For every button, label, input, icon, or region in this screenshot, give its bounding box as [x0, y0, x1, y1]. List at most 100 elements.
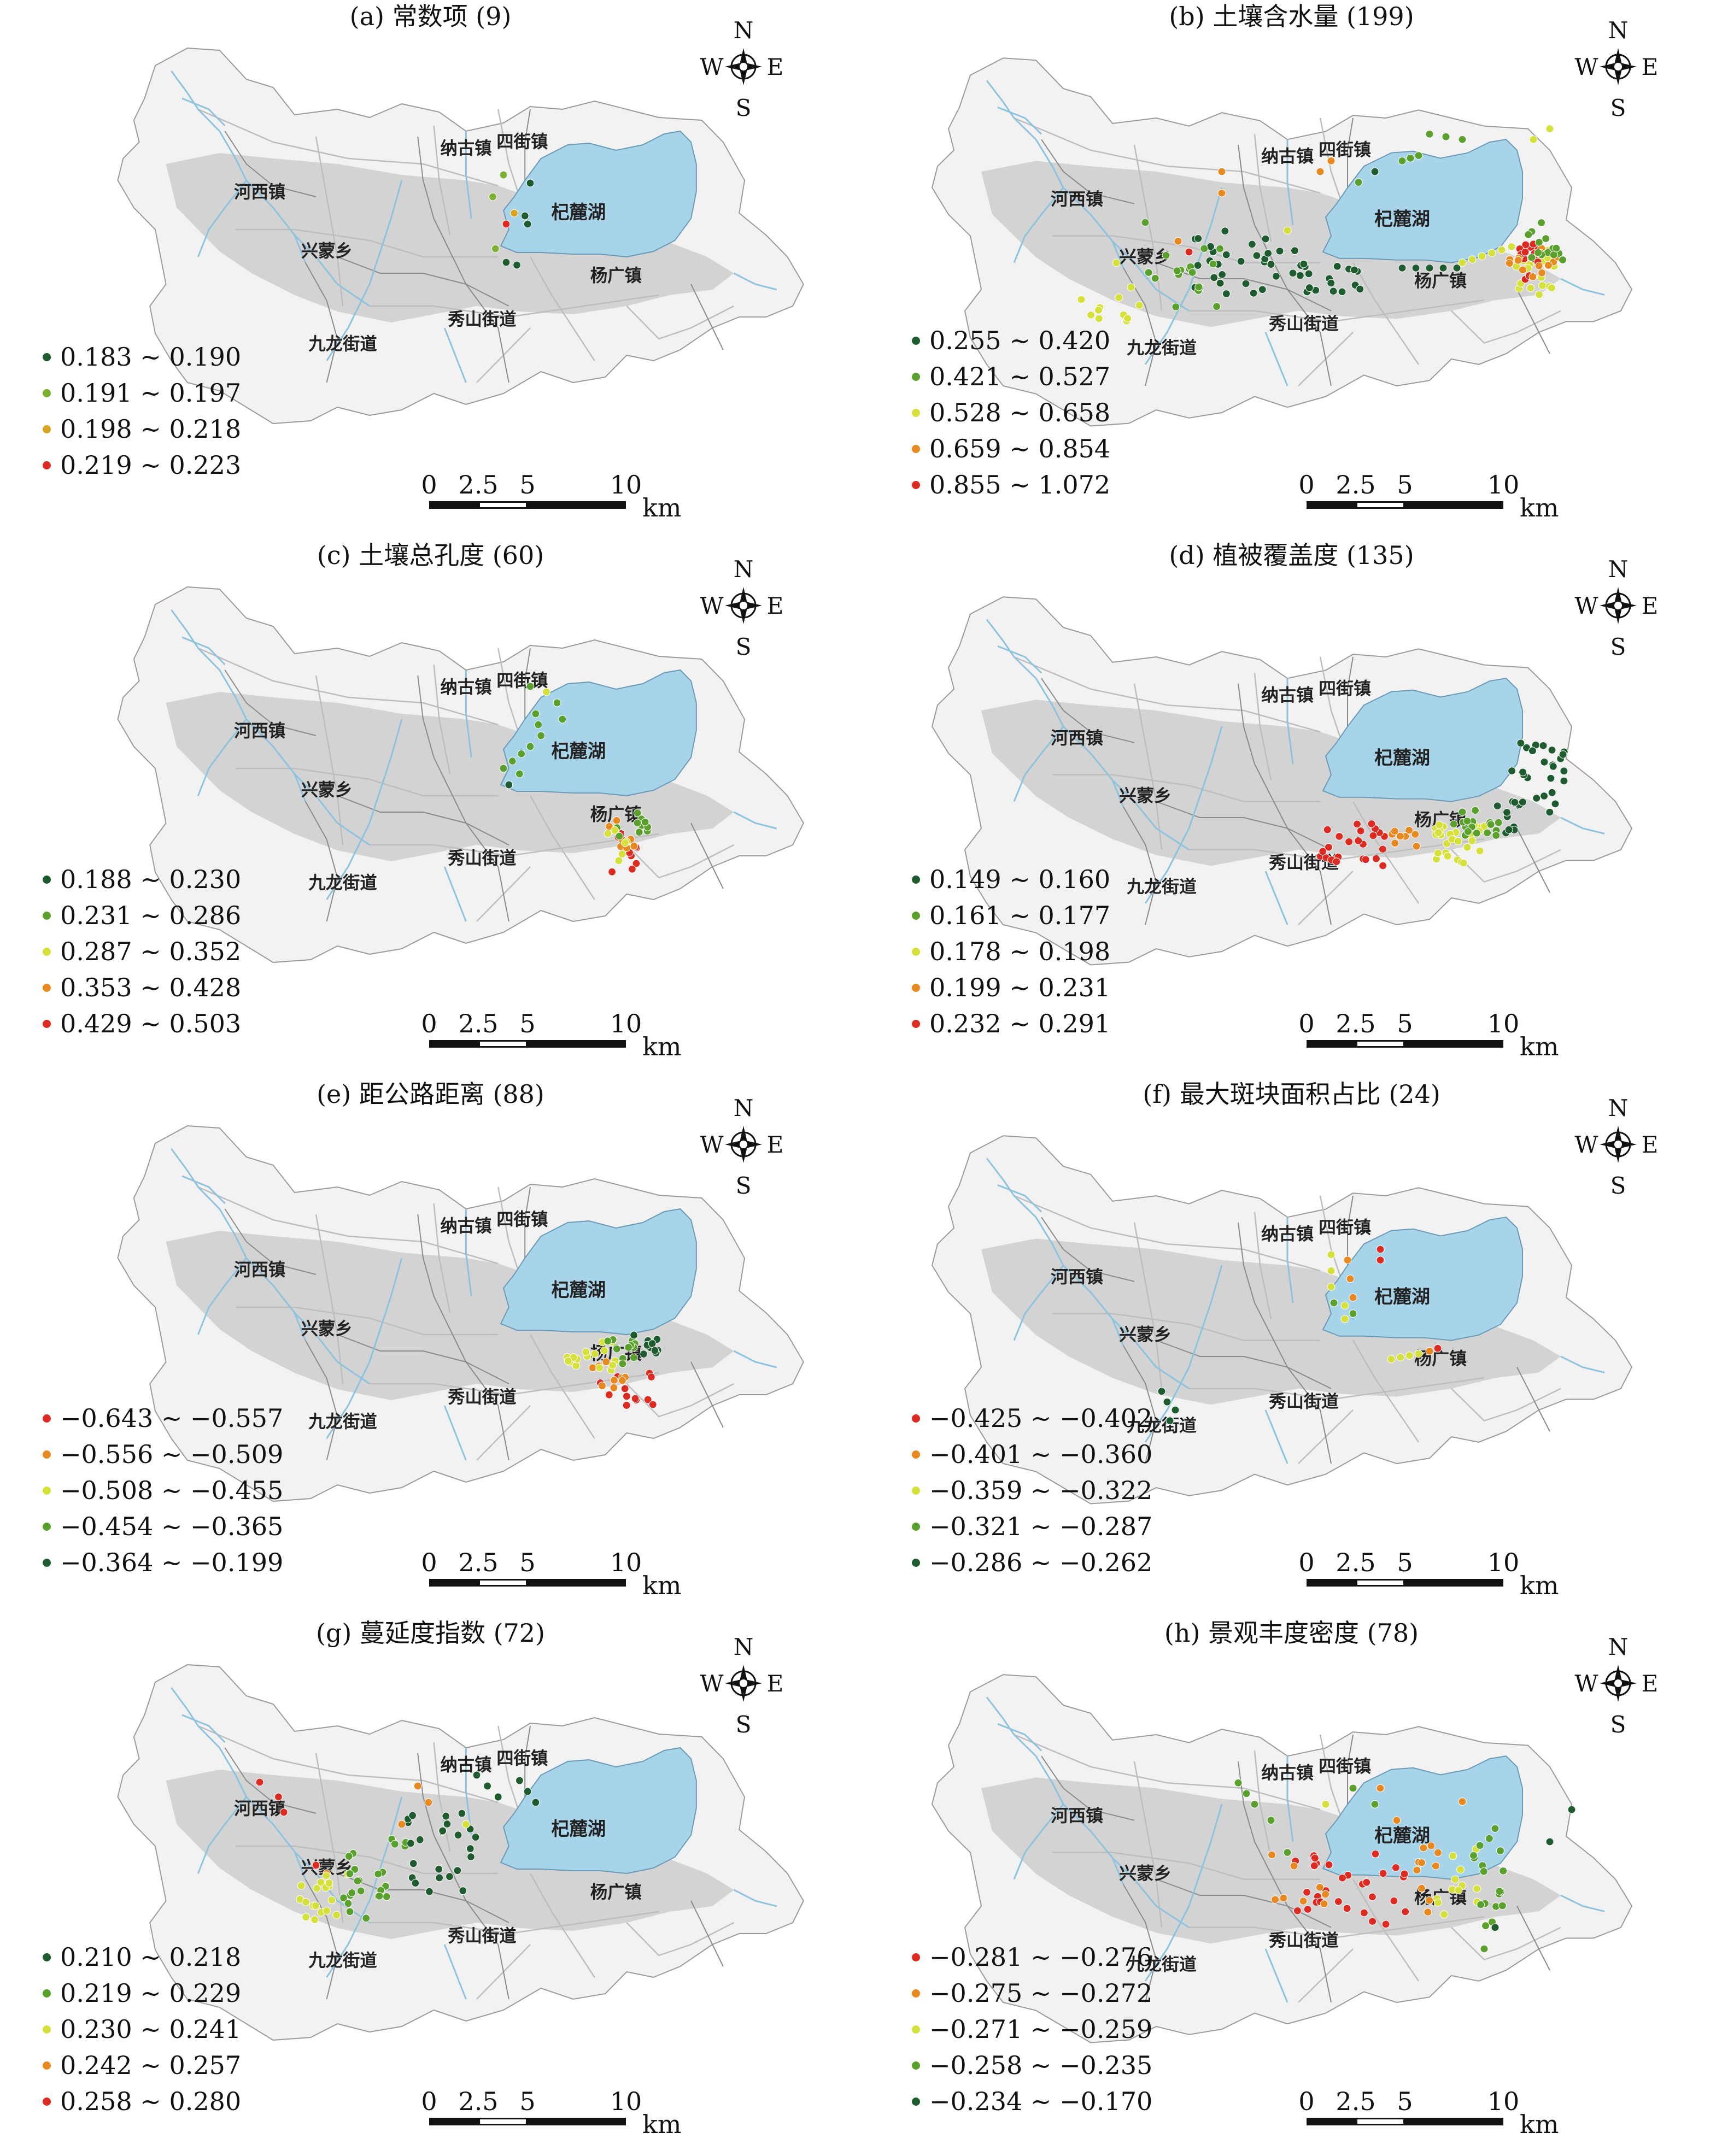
- town-boundary: [1238, 683, 1288, 829]
- legend-dot: [43, 2025, 51, 2034]
- sample-point: [635, 828, 643, 837]
- river-line: [733, 1889, 777, 1907]
- sample-point: [516, 769, 524, 778]
- town-boundary: [1238, 1761, 1288, 1907]
- sample-point: [483, 1782, 491, 1790]
- sample-point: [1390, 827, 1399, 836]
- sample-point: [630, 842, 639, 850]
- sample-point: [1249, 289, 1258, 297]
- town-boundary: [1238, 1222, 1288, 1368]
- road-line: [476, 1405, 531, 1461]
- legend-dot: [43, 1523, 51, 1531]
- map-panel: (b) 土壤含水量 (199) 纳古镇 四街镇 河西镇 兴蒙乡 九龙街道 秀山街道 杨广镇 杞麓…: [861, 0, 1722, 539]
- sample-point: [472, 1771, 481, 1779]
- compass-s: S: [1610, 1711, 1626, 1738]
- compass-s: S: [1610, 633, 1626, 660]
- scale-tick-label: 5: [519, 1009, 535, 1038]
- town-boundary: [417, 1753, 467, 1901]
- road-line: [433, 1742, 451, 1852]
- compass-e: E: [1642, 1670, 1659, 1697]
- sample-point: [332, 1911, 341, 1919]
- road-line: [370, 1372, 659, 1396]
- scale-tick-label: 10: [610, 1548, 642, 1577]
- sample-point: [446, 1872, 454, 1881]
- sample-point: [1425, 1347, 1434, 1355]
- sample-point: [1473, 1884, 1481, 1893]
- sample-point: [499, 764, 508, 773]
- town-label-hexizhen: 河西镇: [234, 183, 285, 202]
- town-boundary: [1287, 828, 1332, 925]
- sample-point: [1449, 1852, 1457, 1860]
- sample-point: [1456, 1865, 1465, 1874]
- sample-point: [1391, 1864, 1400, 1872]
- north-arrow-icon: N SE W: [700, 556, 783, 660]
- river-line: [1013, 726, 1064, 802]
- sample-point: [1483, 829, 1492, 837]
- legend-dot: [912, 481, 920, 489]
- town-label-hexizhen: 河西镇: [1051, 1806, 1103, 1826]
- sample-point: [1335, 832, 1344, 841]
- town-boundary: [1041, 1755, 1135, 1821]
- sample-point: [1400, 1870, 1409, 1878]
- sample-point: [1560, 767, 1568, 776]
- town-boundary: [1516, 828, 1550, 893]
- road-line: [497, 648, 520, 736]
- compass-w: W: [700, 1670, 724, 1697]
- compass-s: S: [736, 633, 752, 660]
- river-line: [1560, 816, 1605, 835]
- sample-point: [1327, 279, 1336, 287]
- sample-point: [1440, 1910, 1449, 1919]
- sample-point: [640, 1350, 648, 1359]
- town-boundary: [690, 823, 724, 889]
- legend-label: 0.353 ~ 0.428: [60, 973, 242, 1002]
- urban-area: [981, 700, 1561, 866]
- sample-point: [1537, 219, 1546, 227]
- sample-point: [1468, 836, 1477, 845]
- sample-point: [1327, 157, 1336, 165]
- town-label-sijiezhen: 四街镇: [1319, 1757, 1371, 1777]
- town-label-hexizhen: 河西镇: [234, 721, 285, 741]
- sample-point: [1405, 1352, 1414, 1360]
- town-label-yangguangzhen: 杨广镇: [590, 266, 642, 286]
- town-boundary: [524, 1186, 531, 1258]
- sample-point: [1222, 290, 1231, 298]
- sample-point: [1320, 1900, 1328, 1908]
- town-label-xiushanjiedao: 秀山街道: [447, 310, 517, 330]
- river-line: [443, 1944, 467, 2000]
- scale-tick-label: 5: [519, 2087, 535, 2116]
- sample-point: [1547, 774, 1555, 783]
- road-line: [1319, 118, 1343, 204]
- town-boundary: [1287, 1367, 1332, 1464]
- sample-point: [1567, 1805, 1576, 1814]
- sample-point: [356, 1887, 365, 1895]
- legend-label: −0.281 ~ −0.276: [929, 1942, 1153, 1972]
- scale-unit: km: [1520, 493, 1559, 522]
- sample-point: [1560, 777, 1568, 785]
- sample-point: [1485, 1834, 1493, 1843]
- sample-point: [611, 826, 619, 835]
- sample-point: [413, 1782, 422, 1790]
- river-line: [171, 609, 306, 802]
- sample-point: [1267, 260, 1275, 268]
- river-line: [1111, 1857, 1190, 1929]
- road-line: [1319, 656, 1343, 743]
- sample-point: [1477, 1900, 1485, 1909]
- town-boundary: [417, 1214, 467, 1362]
- panel-title: (g) 蔓延度指数 (72): [315, 1618, 545, 1648]
- town-label-sijiezhen: 四街镇: [1319, 1218, 1371, 1238]
- sample-point: [1443, 852, 1452, 860]
- legend-label: −0.508 ~ −0.455: [60, 1476, 284, 1505]
- river-line: [443, 866, 467, 922]
- compass-w: W: [700, 592, 724, 619]
- sample-point: [1209, 260, 1217, 268]
- road-line: [1451, 849, 1561, 883]
- sample-point: [1296, 271, 1304, 280]
- sample-point: [1559, 256, 1567, 264]
- scale-tick-label: 10: [1487, 470, 1520, 500]
- scale-tick-label: 10: [1487, 2087, 1520, 2116]
- sample-point: [339, 1894, 348, 1902]
- compass-n: N: [1608, 556, 1629, 583]
- sample-point: [513, 261, 521, 269]
